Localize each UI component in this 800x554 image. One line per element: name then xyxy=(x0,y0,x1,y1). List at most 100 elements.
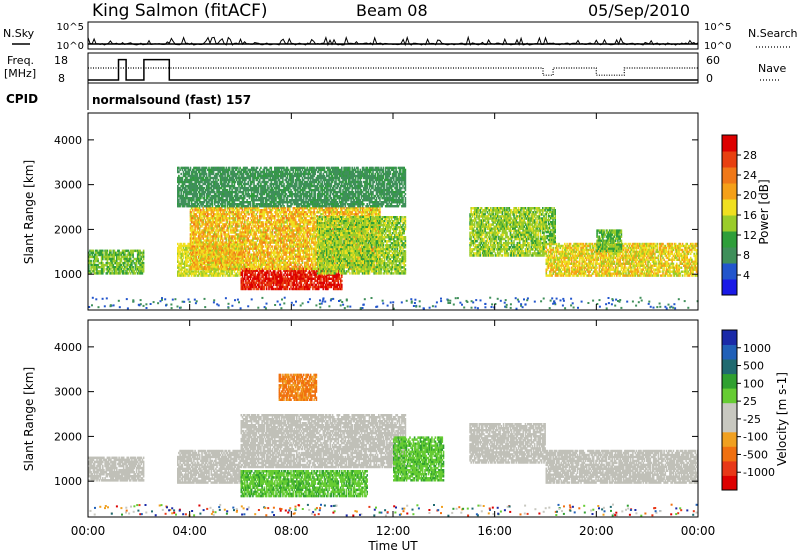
heatmap-cell-3 xyxy=(192,243,194,246)
heatmap-cell-3 xyxy=(202,245,204,248)
heatmap-cell-3 xyxy=(219,247,222,250)
heatmap-cell-3 xyxy=(280,241,283,244)
heatmap-cell-3 xyxy=(237,217,239,220)
heatmap-cell-3 xyxy=(240,233,243,236)
heatmap-cell-3 xyxy=(279,211,282,214)
heatmap-cell-2 xyxy=(262,287,265,291)
heatmap-cell-2 xyxy=(242,287,245,291)
heatmap-cell-0 xyxy=(121,261,124,265)
heatmap-cell-3 xyxy=(268,227,270,230)
heatmap-cell-3 xyxy=(207,259,209,262)
heatmap-cell-0 xyxy=(114,251,117,255)
heatmap-cell-1 xyxy=(177,270,179,273)
heatmap-cell-3 xyxy=(217,249,219,252)
heatmap-cell-0 xyxy=(139,268,141,271)
heatmap-cell-3 xyxy=(226,225,229,228)
heatmap-cell-3 xyxy=(192,225,194,228)
heatmap-cell-3 xyxy=(239,233,241,236)
heatmap-cell-0 xyxy=(96,263,98,267)
heatmap-cell-3 xyxy=(245,209,247,212)
heatmap-cell-1 xyxy=(188,264,191,267)
heatmap-cell-3 xyxy=(248,249,251,252)
heatmap-cell-0 xyxy=(139,253,141,257)
heatmap-cell-1 xyxy=(210,274,213,277)
heatmap-cell-3 xyxy=(275,243,277,246)
heatmap-cell-3 xyxy=(232,221,234,224)
heatmap-cell-3 xyxy=(241,257,244,260)
heatmap-cell-0 xyxy=(113,259,116,263)
heatmap-cell-3 xyxy=(230,221,232,224)
heatmap-cell-2 xyxy=(252,271,254,274)
heatmap-cell-2 xyxy=(298,277,300,280)
heatmap-cell-0 xyxy=(110,263,112,267)
heatmap-cell-1 xyxy=(178,266,180,269)
heatmap-cell-3 xyxy=(218,251,221,254)
heatmap-cell-3 xyxy=(280,247,283,250)
heatmap-cell-2 xyxy=(324,287,327,291)
heatmap-cell-1 xyxy=(222,246,224,250)
heatmap-cell-0 xyxy=(99,251,102,255)
heatmap-cell-3 xyxy=(197,217,200,220)
heatmap-cell-3 xyxy=(239,235,241,238)
heatmap-cell-1 xyxy=(183,252,186,256)
heatmap-cell-3 xyxy=(269,207,271,210)
heatmap-cell-3 xyxy=(248,213,251,216)
heatmap-cell-0 xyxy=(98,266,101,269)
heatmap-cell-3 xyxy=(219,255,222,258)
heatmap-cell-3 xyxy=(245,227,247,230)
heatmap-cell-3 xyxy=(219,243,222,246)
heatmap-cell-3 xyxy=(278,263,281,266)
heatmap-cell-3 xyxy=(200,213,202,216)
heatmap-cell-3 xyxy=(227,257,230,260)
heatmap-cell-1 xyxy=(215,272,217,275)
heatmap-cell-3 xyxy=(226,249,229,252)
heatmap-cell-0 xyxy=(129,259,132,263)
heatmap-cell-0 xyxy=(138,266,140,269)
heatmap-cell-3 xyxy=(192,227,194,230)
heatmap-cell-1 xyxy=(219,248,222,252)
heatmap-cell-3 xyxy=(233,249,236,252)
heatmap-cell-2 xyxy=(282,275,284,278)
heatmap-cell-3 xyxy=(272,251,275,254)
heatmap-cell-3 xyxy=(280,219,283,222)
heatmap-cell-1 xyxy=(179,262,181,265)
heatmap-cell-3 xyxy=(196,215,199,218)
heatmap-cell-3 xyxy=(218,267,221,271)
heatmap-cell-3 xyxy=(202,211,204,214)
heatmap-cell-3 xyxy=(246,221,248,224)
heatmap-cell-3 xyxy=(249,229,252,232)
heatmap-cell-0 xyxy=(126,272,128,275)
heatmap-cell-3 xyxy=(211,211,214,214)
heatmap-cell-3 xyxy=(193,261,195,264)
heatmap-cell-3 xyxy=(283,211,285,214)
heatmap-cell-2 xyxy=(264,273,267,276)
heatmap-cell-2 xyxy=(244,287,246,291)
heatmap-cell-3 xyxy=(228,251,231,254)
heatmap-cell-3 xyxy=(220,221,223,224)
heatmap-cell-3 xyxy=(253,247,255,250)
heatmap-cell-3 xyxy=(263,215,266,218)
heatmap-cell-2 xyxy=(296,271,298,274)
heatmap-cell-3 xyxy=(237,251,239,254)
heatmap-cell-0 xyxy=(106,266,109,269)
heatmap-cell-3 xyxy=(262,231,265,234)
heatmap-cell-3 xyxy=(193,223,195,226)
heatmap-cell-3 xyxy=(240,261,243,264)
heatmap-cell-2 xyxy=(262,277,265,280)
heatmap-cell-0 xyxy=(103,266,105,269)
heatmap-cell-0 xyxy=(102,261,104,265)
heatmap-cell-3 xyxy=(268,265,270,269)
heatmap-cell-2 xyxy=(244,273,246,276)
heatmap-cell-2 xyxy=(276,277,278,280)
heatmap-cell-3 xyxy=(271,225,274,228)
heatmap-cell-3 xyxy=(240,247,243,250)
heatmap-cell-0 xyxy=(111,259,113,263)
heatmap-cell-3 xyxy=(278,255,281,258)
heatmap-cell-1 xyxy=(178,274,180,277)
heatmap-cell-3 xyxy=(220,249,223,252)
heatmap-cell-3 xyxy=(211,227,214,230)
heatmap-cell-3 xyxy=(200,233,202,236)
heatmap-cell-3 xyxy=(283,213,285,216)
heatmap-cell-3 xyxy=(274,235,276,238)
heatmap-cell-1 xyxy=(179,244,181,248)
